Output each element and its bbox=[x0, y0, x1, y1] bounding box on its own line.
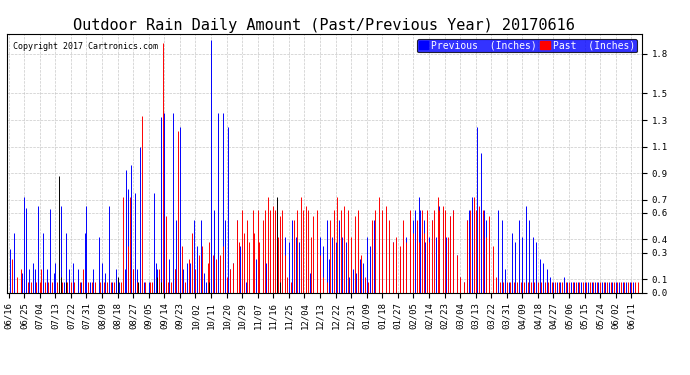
Legend: Previous  (Inches), Past  (Inches): Previous (Inches), Past (Inches) bbox=[417, 39, 637, 53]
Title: Outdoor Rain Daily Amount (Past/Previous Year) 20170616: Outdoor Rain Daily Amount (Past/Previous… bbox=[73, 18, 575, 33]
Text: Copyright 2017 Cartronics.com: Copyright 2017 Cartronics.com bbox=[13, 42, 158, 51]
